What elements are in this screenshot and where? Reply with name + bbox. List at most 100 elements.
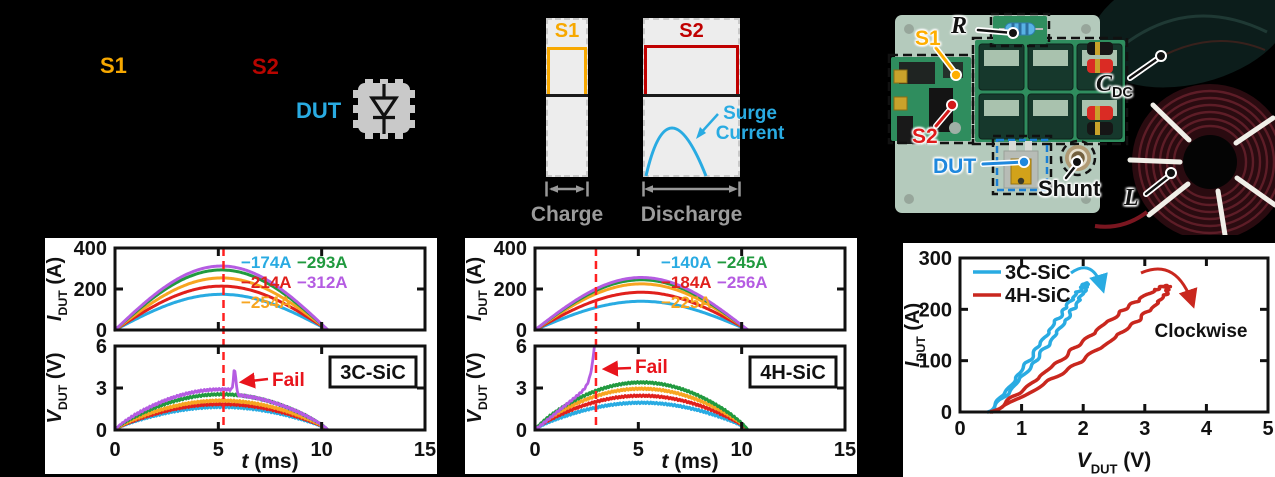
photo-shunt-label: Shunt [1038,176,1101,201]
photo-l-label: L [1124,185,1139,211]
text-label: 3C-SiC [340,362,406,384]
text-label: 4 [1201,418,1213,440]
fail-arrow [238,372,269,389]
timing-diagram-panel: S1 S2 Surge Current Charge Discharge [520,0,810,235]
dut-voltage-curves [113,369,329,432]
s2-signal-baseline [643,94,740,97]
voltage-series-2 [113,398,329,432]
callout-cdc [1127,50,1167,81]
surge-pointer-arrow [696,113,719,139]
photo-s2-label: S2 [912,125,938,148]
text-label: −214A [241,273,292,292]
photo-r-label: R [951,13,968,39]
text-label: 0 [941,402,952,424]
axes-box [958,256,1270,414]
photo-cdc-symbol: C [1096,71,1113,97]
text-label: 2 [1078,418,1089,440]
photo-cdc-label: CDC [1096,72,1133,100]
inductor-coil [1094,84,1275,235]
text-label: 4H-SiC [760,362,826,384]
banana-connectors [1087,42,1113,135]
text-label: −312A [297,273,348,292]
text-label: 4H-SiC [1005,285,1071,307]
voltage-series-0 [533,400,749,432]
text-label: 3 [1139,418,1150,440]
text-label: 400 [74,238,107,260]
text-label: 3 [516,378,527,400]
chart-iv-hysteresis-loops: 0 100 200 300 0 1 2 3 4 5 VDUT (V) IDUT (A) 3C-SiC4H… [902,248,1274,476]
text-label: 0 [96,420,107,442]
text-label: −140A [661,253,712,272]
axis-label: IDUT (A) [465,257,490,321]
surge-current-label: Surge Current [700,104,800,144]
axes-box [113,246,427,332]
surge-word-1: Surge [723,103,777,124]
text-label: 6 [516,336,527,358]
text-label: 0 [529,439,540,461]
text-label: 200 [494,279,527,301]
surge-word-2: Current [715,123,785,144]
axis-label: t (ms) [241,450,298,473]
voltage-series-4 [533,344,596,432]
voltage-series-4 [113,369,329,432]
circuit-schematic-panel: S1 S2 DUT [0,0,440,235]
polytype-label-box [328,355,418,389]
photo-dut-label: DUT [933,155,977,178]
series-−214A [113,284,427,332]
callout-s1 [933,45,962,81]
clockwise-arrow-4h [1140,267,1198,309]
text-label: −174A [241,253,292,272]
loop-3C-SiC [986,281,1091,414]
timing-annotations-svg [545,113,741,197]
text-label: 3C-SiC [1005,262,1071,284]
iv-loop-curves [986,281,1173,414]
chart-iv-loops-panel: 0 100 200 300 0 1 2 3 4 5 VDUT (V) IDUT (A) 3C-SiC 4H… [902,243,1275,477]
dut-chip-icon [353,79,415,139]
text-label: −256A [717,273,768,292]
text-label: 10 [311,439,333,461]
text-label: 1 [1016,418,1027,440]
text-label: −184A [661,273,712,292]
text-label: 400 [494,238,527,260]
text-label: 5 [633,439,644,461]
dut-voltage-curves [533,344,749,432]
text-label: 0 [109,439,120,461]
text-label: −245A [717,253,768,272]
text-label: 6 [96,336,107,358]
text-label: 200 [74,279,107,301]
photo-cdc-subscript: DC [1112,84,1133,101]
voltage-series-1 [533,393,749,432]
text-label: 100 [919,351,952,373]
axis-label: IDUT (A) [903,303,928,367]
timing-s1-label: S1 [554,20,580,42]
text-label: Fail [272,370,305,391]
schematic-s1-label: S1 [100,53,127,78]
series-−184A [533,290,847,332]
photo-callouts [933,27,1177,197]
s2-gate-pulse [644,45,739,96]
chart-3c-sic-panel: 0 200 400 0 3 6 0 5 10 15 t (ms) IDUT (A) VDUT (V) −1… [44,238,437,474]
surge-current-hump [644,126,708,177]
callout-shunt [1063,156,1083,181]
s1-signal-baseline [546,94,588,97]
callout-l [1143,167,1177,197]
surge-current-curves [533,276,847,332]
clockwise-arrow-3c [1070,266,1108,294]
voltage-series-2 [533,386,749,432]
coil-wire-tail [1094,210,1149,229]
diode-symbol [369,84,399,134]
axis-label: VDUT (V) [1077,449,1152,476]
series-−225A [533,282,847,332]
axis-label: VDUT (V) [45,352,70,423]
text-label: 15 [834,439,856,461]
text-label: 15 [414,439,436,461]
charge-span-arrow [545,181,589,197]
text-label: −225A [661,293,712,312]
axis-label: IDUT (A) [45,257,70,321]
schematic-dut-label: DUT [296,98,342,123]
axes-box [113,344,427,432]
zip-ties [1127,102,1275,235]
callout-s2 [933,99,958,129]
